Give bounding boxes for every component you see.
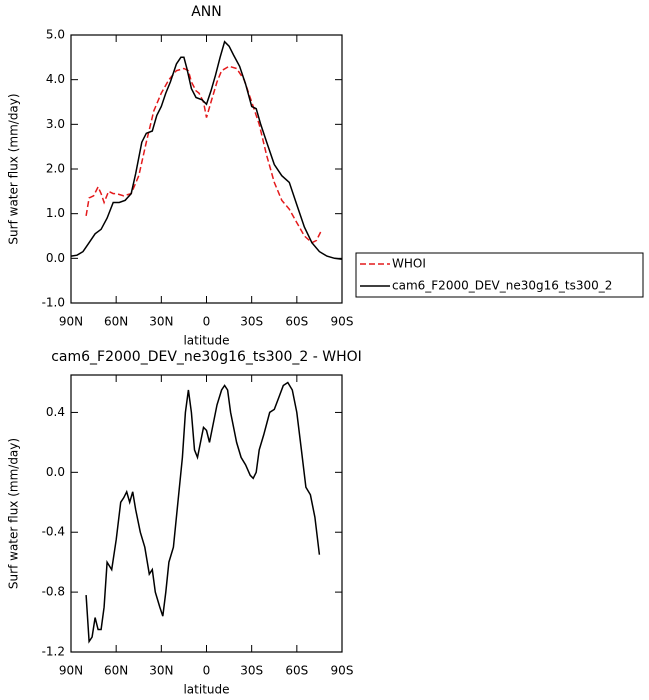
x-tick-label: 30S xyxy=(240,664,263,678)
x-tick-label: 0 xyxy=(203,664,211,678)
legend-label: WHOI xyxy=(392,257,426,271)
data-line xyxy=(85,381,321,644)
x-tick-label: 30S xyxy=(240,315,263,329)
x-tick-label: 30N xyxy=(149,315,173,329)
y-axis-label: Surf water flux (mm/day) xyxy=(7,93,21,244)
chart-title: ANN xyxy=(191,4,222,20)
plot-frame xyxy=(70,374,343,653)
y-tick-label: 3.0 xyxy=(46,117,65,131)
x-tick-label: 90N xyxy=(59,664,83,678)
chart-title: cam6_F2000_DEV_ne30g16_ts300_2 - WHOI xyxy=(51,349,362,365)
x-axis-label: latitude xyxy=(183,683,229,697)
y-tick-label: 0.0 xyxy=(46,251,65,265)
y-tick-label: 4.0 xyxy=(46,72,65,86)
y-tick-label: -1.2 xyxy=(42,645,65,659)
x-tick-label: 30N xyxy=(149,664,173,678)
y-tick-label: 0.0 xyxy=(46,465,65,479)
legend-label: cam6_F2000_DEV_ne30g16_ts300_2 xyxy=(392,279,612,293)
y-tick-label: 2.0 xyxy=(46,162,65,176)
y-tick-label: -0.8 xyxy=(42,585,65,599)
x-axis-label: latitude xyxy=(183,334,229,348)
y-tick-label: 1.0 xyxy=(46,206,65,220)
x-tick-label: 60S xyxy=(285,315,308,329)
data-line xyxy=(85,65,322,244)
y-tick-label: -1.0 xyxy=(42,296,65,310)
x-tick-label: 90S xyxy=(331,664,354,678)
x-tick-label: 0 xyxy=(203,315,211,329)
y-tick-label: 0.4 xyxy=(46,405,65,419)
y-tick-label: -0.4 xyxy=(42,525,65,539)
x-tick-label: 60S xyxy=(285,664,308,678)
x-tick-label: 90S xyxy=(331,315,354,329)
plot-frame xyxy=(70,34,343,304)
y-tick-label: 5.0 xyxy=(46,28,65,42)
legend-box xyxy=(355,252,644,298)
data-line xyxy=(70,40,343,260)
x-tick-label: 60N xyxy=(104,315,128,329)
x-tick-label: 60N xyxy=(104,664,128,678)
x-tick-label: 90N xyxy=(59,315,83,329)
y-axis-label: Surf water flux (mm/day) xyxy=(7,438,21,589)
